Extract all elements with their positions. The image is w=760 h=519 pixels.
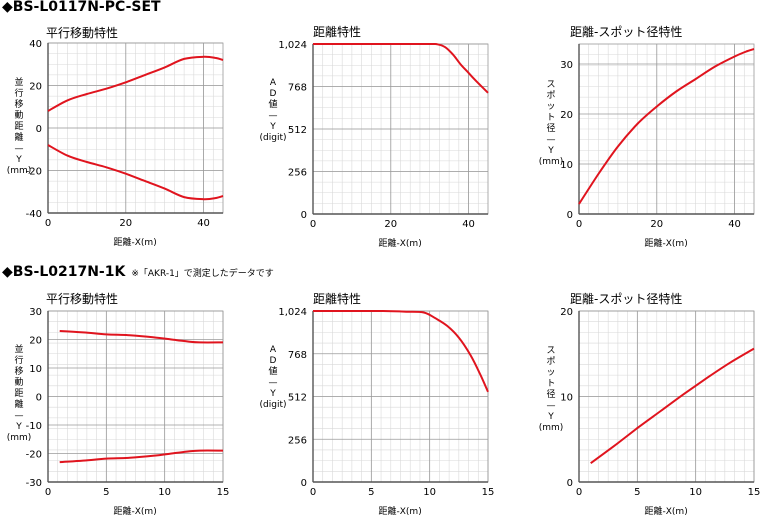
x-axis-label: 距離-X(m)	[378, 239, 422, 249]
series-line-2	[47, 144, 224, 201]
series-line-1	[578, 48, 755, 205]
chart-6: 0 5 10 15 0 10 20	[560, 307, 760, 498]
y-tick-label: -30	[26, 478, 42, 489]
x-tick-label: 10	[689, 487, 702, 498]
chart-2: 0 20 40 0 256 512 768 1,024	[278, 40, 489, 230]
y-tick-label: 1,024	[278, 40, 307, 51]
y-tick-label: 768	[288, 83, 307, 94]
y-axis-label: AD値—Y (digit)	[259, 78, 287, 143]
y-tick-label: 10	[560, 160, 573, 171]
x-tick-label: 0	[45, 487, 51, 498]
y-tick-label: 20	[29, 82, 42, 93]
y-tick-label: 0	[36, 393, 42, 404]
series-line-1	[47, 55, 224, 112]
chart-title: 距離特性	[313, 292, 362, 306]
x-tick-label: 40	[728, 219, 741, 230]
chart-title: 距離-スポット径特性	[570, 292, 683, 306]
y-tick-label: 20	[560, 307, 573, 318]
y-tick-label: 512	[288, 393, 307, 404]
chart-5: 0 5 10 15 0 256 512 768 1,024	[278, 307, 494, 498]
chart-4: 0 5 10 15 -30 -20 -10 0 10 20 30	[26, 307, 230, 498]
chart-3: 0 20 40 0 10 20 30	[560, 43, 755, 230]
y-tick-label: -20	[26, 167, 42, 178]
x-tick-label: 40	[197, 218, 210, 229]
y-tick-label: 768	[288, 350, 307, 361]
section-title-1: ◆BS-L0117N-PC-SET	[2, 0, 161, 15]
chart-title: 距離-スポット径特性	[570, 25, 683, 39]
y-tick-label: 20	[560, 110, 573, 121]
y-axis-label: スポット径—Y (mm)	[538, 80, 564, 167]
y-tick-label: 0	[567, 210, 573, 221]
y-tick-label: 512	[288, 125, 307, 136]
y-axis-label: AD値—Y (digit)	[259, 345, 287, 410]
x-tick-label: 15	[482, 487, 495, 498]
y-axis-label: 並行移動距離—Y (mm)	[6, 345, 32, 443]
x-tick-label: 0	[576, 487, 582, 498]
chart-title: 平行移動特性	[46, 26, 119, 40]
series-line-1	[59, 330, 224, 344]
x-axis-label: 距離-X(m)	[644, 507, 688, 517]
x-tick-label: 20	[119, 218, 132, 229]
x-axis-label: 距離-X(m)	[644, 239, 688, 249]
y-tick-label: 40	[29, 39, 42, 50]
y-tick-label: 1,024	[278, 307, 307, 318]
x-tick-label: 0	[310, 219, 316, 230]
series-line-1	[312, 42, 489, 94]
x-axis-label: 距離-X(m)	[113, 507, 157, 517]
y-axis-label: スポット径—Y (mm)	[538, 346, 564, 433]
x-tick-label: 5	[368, 487, 374, 498]
x-axis-label: 距離-X(m)	[378, 507, 422, 517]
x-tick-label: 0	[310, 487, 316, 498]
y-tick-label: 0	[36, 124, 42, 135]
y-tick-label: -40	[26, 209, 42, 220]
x-tick-label: 10	[158, 487, 171, 498]
series-line-2	[59, 449, 224, 464]
y-tick-label: -10	[26, 421, 42, 432]
y-tick-label: 10	[560, 393, 573, 404]
y-tick-label: 0	[301, 210, 307, 221]
x-tick-label: 10	[423, 487, 436, 498]
section-title-2: ◆BS-L0217N-1K ※「AKR-1」で測定したデータです	[2, 264, 274, 280]
chart-1: 0 20 40 -40 -20 0 20 40	[26, 39, 224, 229]
x-tick-label: 20	[384, 219, 397, 230]
y-tick-label: -20	[26, 450, 42, 461]
x-tick-label: 15	[748, 487, 760, 498]
x-axis-label: 距離-X(m)	[113, 238, 157, 248]
x-tick-label: 40	[462, 219, 475, 230]
x-tick-label: 20	[650, 219, 663, 230]
y-tick-label: 0	[301, 478, 307, 489]
y-tick-label: 30	[560, 60, 573, 71]
y-axis-label: 並行移動距離—Y (mm)	[6, 78, 32, 176]
x-tick-label: 5	[634, 487, 640, 498]
x-tick-label: 15	[217, 487, 230, 498]
y-tick-label: 256	[288, 168, 307, 179]
y-tick-label: 0	[567, 478, 573, 489]
x-tick-label: 0	[576, 219, 582, 230]
series-line-1	[590, 347, 755, 465]
y-tick-label: 20	[29, 336, 42, 347]
y-tick-label: 10	[29, 364, 42, 375]
x-tick-label: 5	[103, 487, 109, 498]
chart-title: 距離特性	[313, 25, 362, 39]
x-tick-label: 0	[45, 218, 51, 229]
measurement-note: ※「AKR-1」で測定したデータです	[131, 269, 274, 279]
y-tick-label: 30	[29, 307, 42, 318]
y-tick-label: 256	[288, 435, 307, 446]
series-line-1	[313, 309, 489, 393]
chart-title: 平行移動特性	[46, 292, 119, 306]
